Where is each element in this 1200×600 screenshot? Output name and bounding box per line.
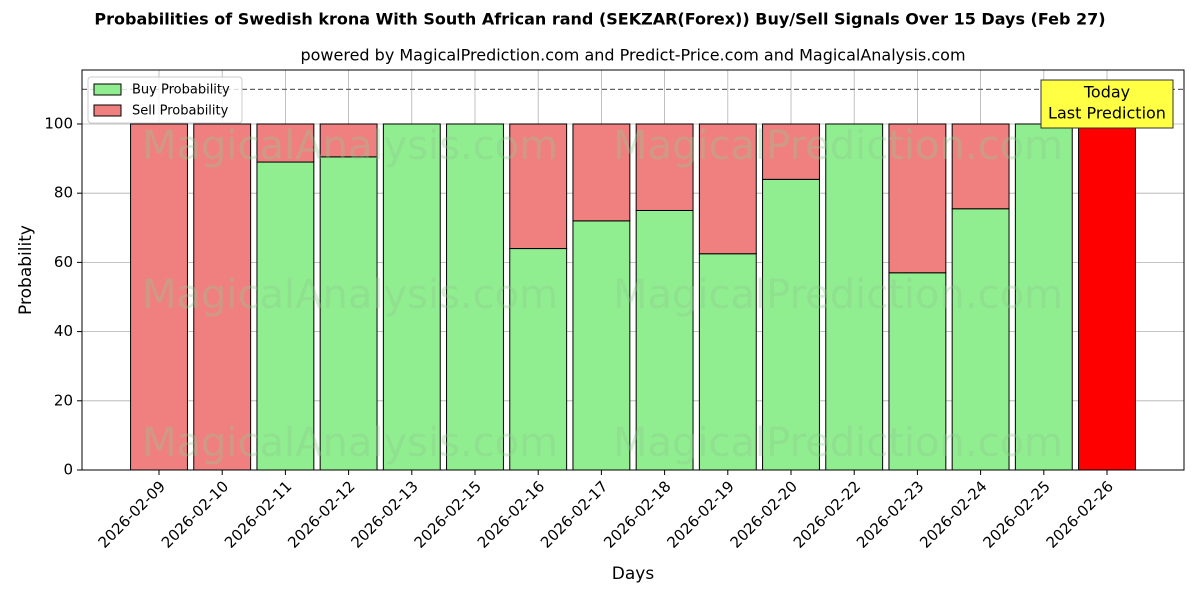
- y-tick-label: 20: [54, 391, 73, 409]
- bar: [319, 156, 378, 471]
- bar: [762, 178, 820, 471]
- annotation-text: Last Prediction: [1048, 104, 1166, 123]
- x-tick-label: 2026-02-10: [158, 477, 232, 551]
- x-tick-label: 2026-02-19: [663, 477, 737, 551]
- bar: [698, 123, 757, 255]
- annotation-text: Today: [1083, 83, 1130, 102]
- x-tick-label: 2026-02-15: [411, 477, 485, 551]
- watermark: MagicalPrediction.com: [613, 123, 1063, 169]
- watermark: MagicalPrediction.com: [613, 272, 1063, 318]
- bar: [762, 123, 820, 180]
- x-tick-label: 2026-02-26: [1043, 477, 1117, 551]
- watermark: MagicalAnalysis.com: [142, 123, 558, 169]
- x-tick-label: 2026-02-22: [790, 477, 864, 551]
- watermark: MagicalPrediction.com: [613, 420, 1063, 466]
- bar: [635, 123, 694, 211]
- y-tick-label: 60: [54, 253, 73, 271]
- bar: [446, 123, 504, 471]
- bar: [698, 253, 757, 471]
- x-tick-label: 2026-02-09: [95, 477, 169, 551]
- legend: Buy Probability Sell Probability: [87, 76, 243, 124]
- bar: [572, 220, 631, 471]
- legend-label: Buy Probability: [132, 83, 230, 98]
- watermark: MagicalAnalysis.com: [142, 420, 558, 466]
- bar: [1078, 123, 1136, 471]
- x-tick-label: 2026-02-18: [600, 477, 674, 551]
- bar: [319, 123, 378, 158]
- bar: [572, 123, 631, 222]
- x-tick-label: 2026-02-25: [979, 477, 1053, 551]
- chart-subtitle: powered by MagicalPrediction.com and Pre…: [300, 46, 965, 65]
- bar: [635, 209, 694, 471]
- bar: [825, 123, 884, 471]
- legend-swatch: [93, 83, 122, 96]
- plot-frame: [81, 69, 1185, 471]
- watermark: MagicalAnalysis.com: [142, 272, 558, 318]
- bar: [888, 123, 947, 274]
- y-axis-label: Probability: [16, 225, 36, 315]
- x-tick-label: 2026-02-24: [916, 477, 990, 551]
- x-tick-label: 2026-02-12: [284, 477, 358, 551]
- bar: [888, 272, 947, 471]
- bar: [509, 123, 568, 250]
- x-axis-label: Days: [612, 564, 655, 584]
- bar: [256, 161, 315, 471]
- y-tick-label: 0: [63, 461, 73, 479]
- chart-title: Probabilities of Swedish krona With Sout…: [94, 10, 1105, 29]
- bar: [951, 123, 1010, 210]
- x-tick-label: 2026-02-11: [221, 477, 295, 551]
- x-tick-label: 2026-02-23: [853, 477, 927, 551]
- legend-box: [87, 76, 243, 124]
- y-tick-label: 100: [44, 114, 73, 132]
- y-tick-label: 40: [54, 322, 73, 340]
- bar: [509, 248, 568, 471]
- bar: [256, 123, 315, 163]
- bar: [951, 208, 1010, 471]
- y-tick-label: 80: [54, 184, 73, 202]
- x-tick-label: 2026-02-17: [537, 477, 611, 551]
- legend-label: Sell Probability: [132, 104, 229, 119]
- bar: [1014, 123, 1073, 471]
- bar: [382, 123, 441, 471]
- x-tick-label: 2026-02-13: [347, 477, 421, 551]
- x-tick-label: 2026-02-16: [474, 477, 548, 551]
- legend-swatch: [93, 104, 122, 117]
- x-tick-label: 2026-02-20: [727, 477, 801, 551]
- annotation-box: [1040, 79, 1174, 129]
